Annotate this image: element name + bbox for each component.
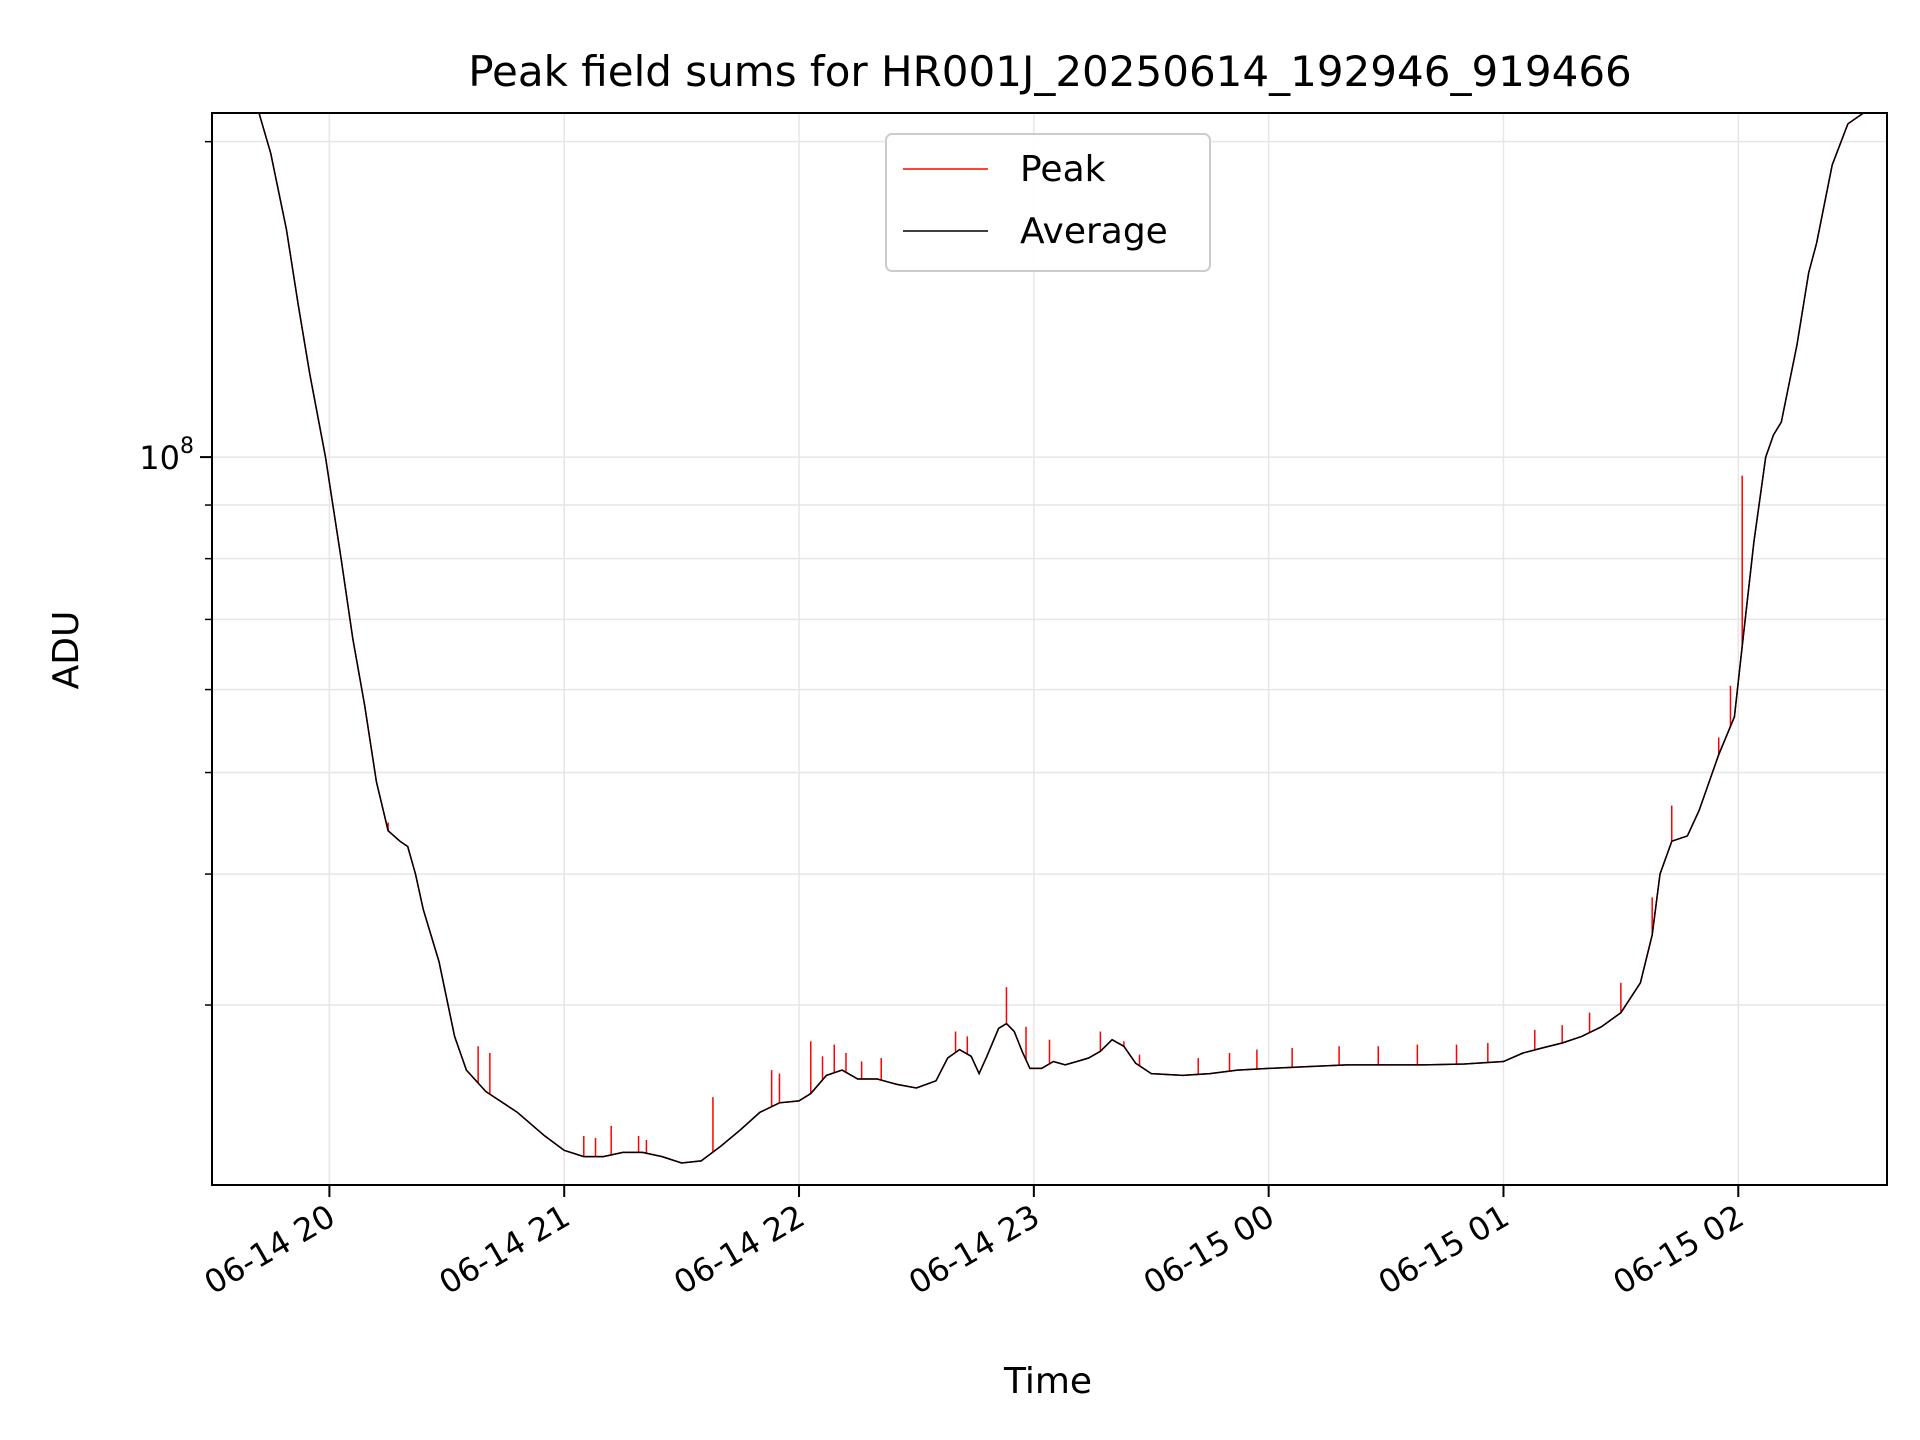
legend-label-peak: Peak [1020,149,1106,190]
grid [212,113,1887,1185]
legend: Peak Average [885,133,1211,272]
y-axis-label: ADU [46,611,87,690]
series-layer [258,112,1864,1164]
y-tick-label: 108 [139,434,194,477]
legend-label-average: Average [1020,211,1168,252]
chart-title: Peak field sums for HR001J_20250614_1929… [468,47,1632,96]
average-series-line [258,112,1864,1164]
plot-frame [211,112,1888,1186]
x-axis-label: Time [1003,1361,1092,1402]
